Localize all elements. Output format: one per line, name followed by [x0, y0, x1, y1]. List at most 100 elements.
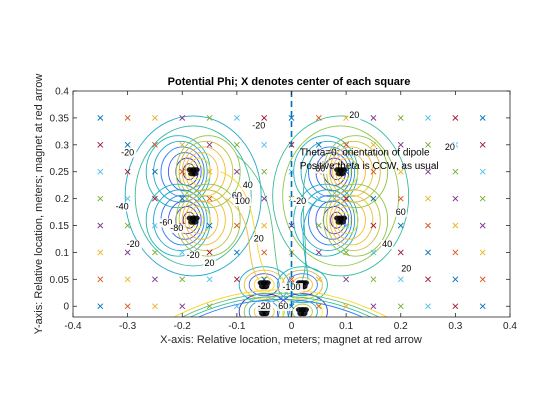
y-tick-label: 0.05	[50, 275, 70, 286]
grid-center-marker	[425, 168, 431, 175]
grid-center-marker	[261, 249, 268, 256]
x-tick-label: -0.4	[64, 321, 82, 332]
x-tick-label: 0.2	[394, 321, 408, 332]
grid-center-marker	[97, 303, 104, 310]
contour-label: 20	[348, 110, 361, 120]
grid-center-marker	[233, 303, 240, 310]
svg-text:60: 60	[396, 207, 406, 217]
grid-center-marker	[179, 195, 186, 202]
contour-label: -60	[157, 218, 175, 228]
svg-text:20: 20	[445, 142, 455, 152]
grid-center-marker	[479, 141, 486, 148]
contour-label: -40	[113, 201, 131, 212]
grid-center-marker	[343, 141, 350, 148]
dipole-center	[334, 167, 348, 177]
contour-line	[300, 189, 356, 251]
contour-lines	[124, 115, 410, 317]
grid-center-marker	[343, 195, 350, 202]
svg-text:-20: -20	[293, 196, 306, 206]
x-tick-label: 0.3	[448, 321, 462, 332]
grid-center-marker	[315, 276, 322, 283]
grid-center-marker	[124, 222, 131, 229]
grid-center-marker	[315, 195, 322, 202]
y-tick-label: 0.1	[55, 248, 69, 259]
y-tick-label: 0.2	[55, 194, 69, 205]
grid-center-marker	[315, 222, 322, 229]
x-axis-label: X-axis: Relative location, meters; magne…	[160, 334, 422, 346]
grid-center-marker	[479, 195, 486, 202]
grid-center-marker	[479, 168, 486, 175]
grid-center-marker	[315, 114, 322, 121]
contour-label: 20	[400, 263, 413, 274]
grid-center-marker	[479, 303, 486, 310]
grid-center-markers	[97, 114, 486, 310]
grid-center-marker	[97, 195, 104, 202]
grid-center-marker	[397, 114, 404, 121]
grid-center-marker	[370, 168, 377, 175]
grid-center-marker	[124, 168, 131, 175]
grid-center-marker	[397, 222, 404, 229]
grid-center-marker	[206, 141, 213, 148]
grid-center-marker	[152, 222, 158, 229]
grid-center-marker	[425, 222, 431, 229]
dipole-center	[186, 215, 200, 225]
grid-center-marker	[370, 195, 377, 202]
grid-center-marker	[124, 195, 131, 202]
grid-center-marker	[152, 168, 158, 175]
grid-center-marker	[370, 114, 377, 121]
contour-label: 60	[277, 301, 290, 311]
contour-line	[248, 273, 280, 297]
contour-label: -100	[280, 282, 303, 293]
grid-center-marker	[479, 249, 486, 256]
contour-line	[253, 276, 275, 293]
svg-text:20: 20	[205, 258, 215, 268]
y-tick-label: 0.35	[50, 113, 70, 124]
grid-center-marker	[261, 114, 268, 121]
grid-center-marker	[397, 141, 404, 148]
y-axis-ticks: 0 0.05 0.1 0.15 0.2 0.25 0.3 0.35 0.4	[50, 87, 510, 313]
grid-center-marker	[343, 276, 350, 283]
svg-text:60: 60	[278, 301, 288, 311]
y-tick-label: 0.3	[55, 140, 69, 151]
grid-center-marker	[233, 222, 240, 229]
contour-line	[225, 198, 260, 280]
contour-line	[236, 155, 281, 280]
svg-text:-20: -20	[121, 148, 134, 158]
grid-center-marker	[261, 195, 268, 202]
grid-center-marker	[425, 141, 431, 148]
contour-line	[220, 171, 270, 280]
grid-center-marker	[452, 114, 459, 121]
grid-center-marker	[97, 114, 104, 121]
grid-center-marker	[179, 168, 186, 175]
grid-center-marker	[179, 141, 186, 148]
grid-center-marker	[179, 114, 186, 121]
x-tick-label: 0.4	[503, 321, 517, 332]
grid-center-marker	[206, 276, 213, 283]
contour-label: -80	[167, 223, 186, 233]
grid-center-marker	[343, 249, 350, 256]
grid-center-marker	[233, 249, 240, 256]
contour-label: 20	[203, 258, 216, 268]
contour-line	[182, 292, 380, 317]
contour-label: -20	[184, 250, 202, 260]
grid-center-marker	[206, 249, 213, 256]
dipole-center	[334, 215, 348, 225]
contour-line	[302, 155, 314, 280]
svg-text:-80: -80	[170, 223, 183, 233]
contour-line	[308, 146, 353, 197]
grid-center-marker	[206, 303, 213, 310]
contour-line	[175, 183, 241, 257]
x-tick-label: -0.2	[174, 321, 192, 332]
grid-center-marker	[152, 195, 158, 202]
svg-text:-100: -100	[282, 282, 300, 292]
svg-text:40: 40	[382, 239, 392, 249]
grid-center-marker	[233, 276, 240, 283]
grid-center-marker	[315, 141, 322, 148]
grid-center-marker	[97, 141, 104, 148]
x-tick-label: -0.3	[119, 321, 137, 332]
y-tick-label: 0.15	[50, 221, 70, 232]
grid-center-marker	[152, 114, 158, 121]
grid-center-marker	[452, 276, 459, 283]
dipole-center	[186, 167, 200, 177]
